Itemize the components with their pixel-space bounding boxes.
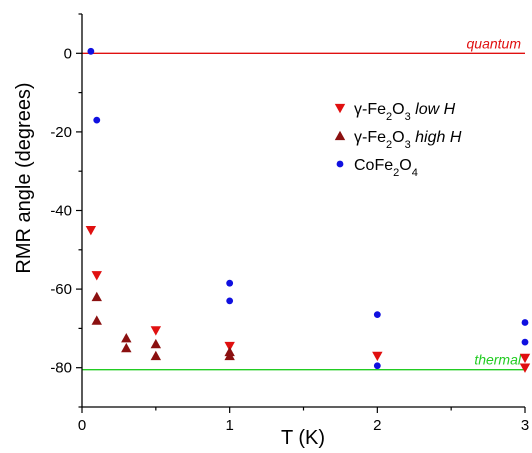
- legend-marker: [334, 130, 346, 141]
- legend-label-italic: low H: [411, 101, 456, 118]
- legend-label-mid: O: [392, 129, 404, 146]
- y-tick-label: -60: [50, 281, 72, 298]
- data-point: [87, 47, 95, 55]
- axes: 0 1 2 3 0 -20 -40 -60 -80: [50, 13, 529, 434]
- legend-label-sub2: 3: [405, 139, 411, 151]
- series-0: [85, 225, 531, 373]
- legend-label-prefix: CoFe: [354, 157, 393, 174]
- legend-label-sub2: 3: [405, 111, 411, 123]
- data-point: [150, 350, 162, 361]
- data-point: [93, 116, 101, 124]
- y-tick-label: -40: [50, 203, 72, 220]
- reference-label-quantum: quantum: [467, 35, 522, 51]
- data-point: [85, 225, 97, 236]
- reference-label-thermal: thermal: [474, 352, 522, 368]
- data-marks: [85, 47, 531, 373]
- data-point: [91, 291, 102, 302]
- x-tick-label: 2: [373, 417, 381, 434]
- data-point: [150, 338, 162, 349]
- data-point: [224, 350, 235, 361]
- legend-label-mid: O: [392, 101, 404, 118]
- legend-label-sub1: 2: [386, 139, 392, 151]
- y-axis-title: RMR angle (degrees): [13, 82, 35, 273]
- data-point: [226, 297, 234, 305]
- data-point: [226, 279, 234, 287]
- legend-label: γ-Fe2O3 low H: [354, 101, 456, 123]
- x-axis-title: T (K): [281, 427, 325, 449]
- data-point: [121, 342, 132, 353]
- data-point: [373, 362, 381, 370]
- x-tick-label: 3: [521, 417, 529, 434]
- reference-lines: quantum thermal: [82, 35, 525, 371]
- y-tick-label: -20: [50, 124, 72, 141]
- data-point: [521, 338, 529, 346]
- legend-label: γ-Fe2O3 high H: [354, 129, 462, 151]
- data-point: [91, 315, 102, 325]
- legend-label-prefix: γ-Fe: [354, 101, 386, 118]
- data-point: [519, 353, 531, 364]
- legend-label-italic: high H: [411, 129, 462, 146]
- legend-label-mid: O: [399, 157, 411, 174]
- data-point: [373, 311, 381, 319]
- legend-label-sub2: 4: [412, 167, 418, 179]
- data-point: [521, 319, 529, 326]
- data-point: [121, 333, 132, 343]
- data-point: [372, 351, 383, 362]
- x-tick-label: 0: [78, 417, 86, 434]
- series-1: [91, 291, 235, 361]
- data-point: [519, 363, 531, 373]
- y-tick-label: 0: [64, 45, 72, 62]
- legend-label-sub1: 2: [393, 167, 399, 179]
- data-point: [224, 341, 235, 352]
- legend-marker: [334, 103, 346, 114]
- series-2: [87, 47, 529, 370]
- data-point: [150, 326, 162, 336]
- data-point: [91, 271, 102, 281]
- legend-label-sub1: 2: [386, 111, 392, 123]
- legend-label-prefix: γ-Fe: [354, 129, 386, 146]
- x-tick-label: 1: [225, 417, 233, 434]
- legend-marker: [336, 160, 344, 168]
- y-tick-label: -80: [50, 360, 72, 377]
- legend-label: CoFe2O4: [354, 157, 418, 179]
